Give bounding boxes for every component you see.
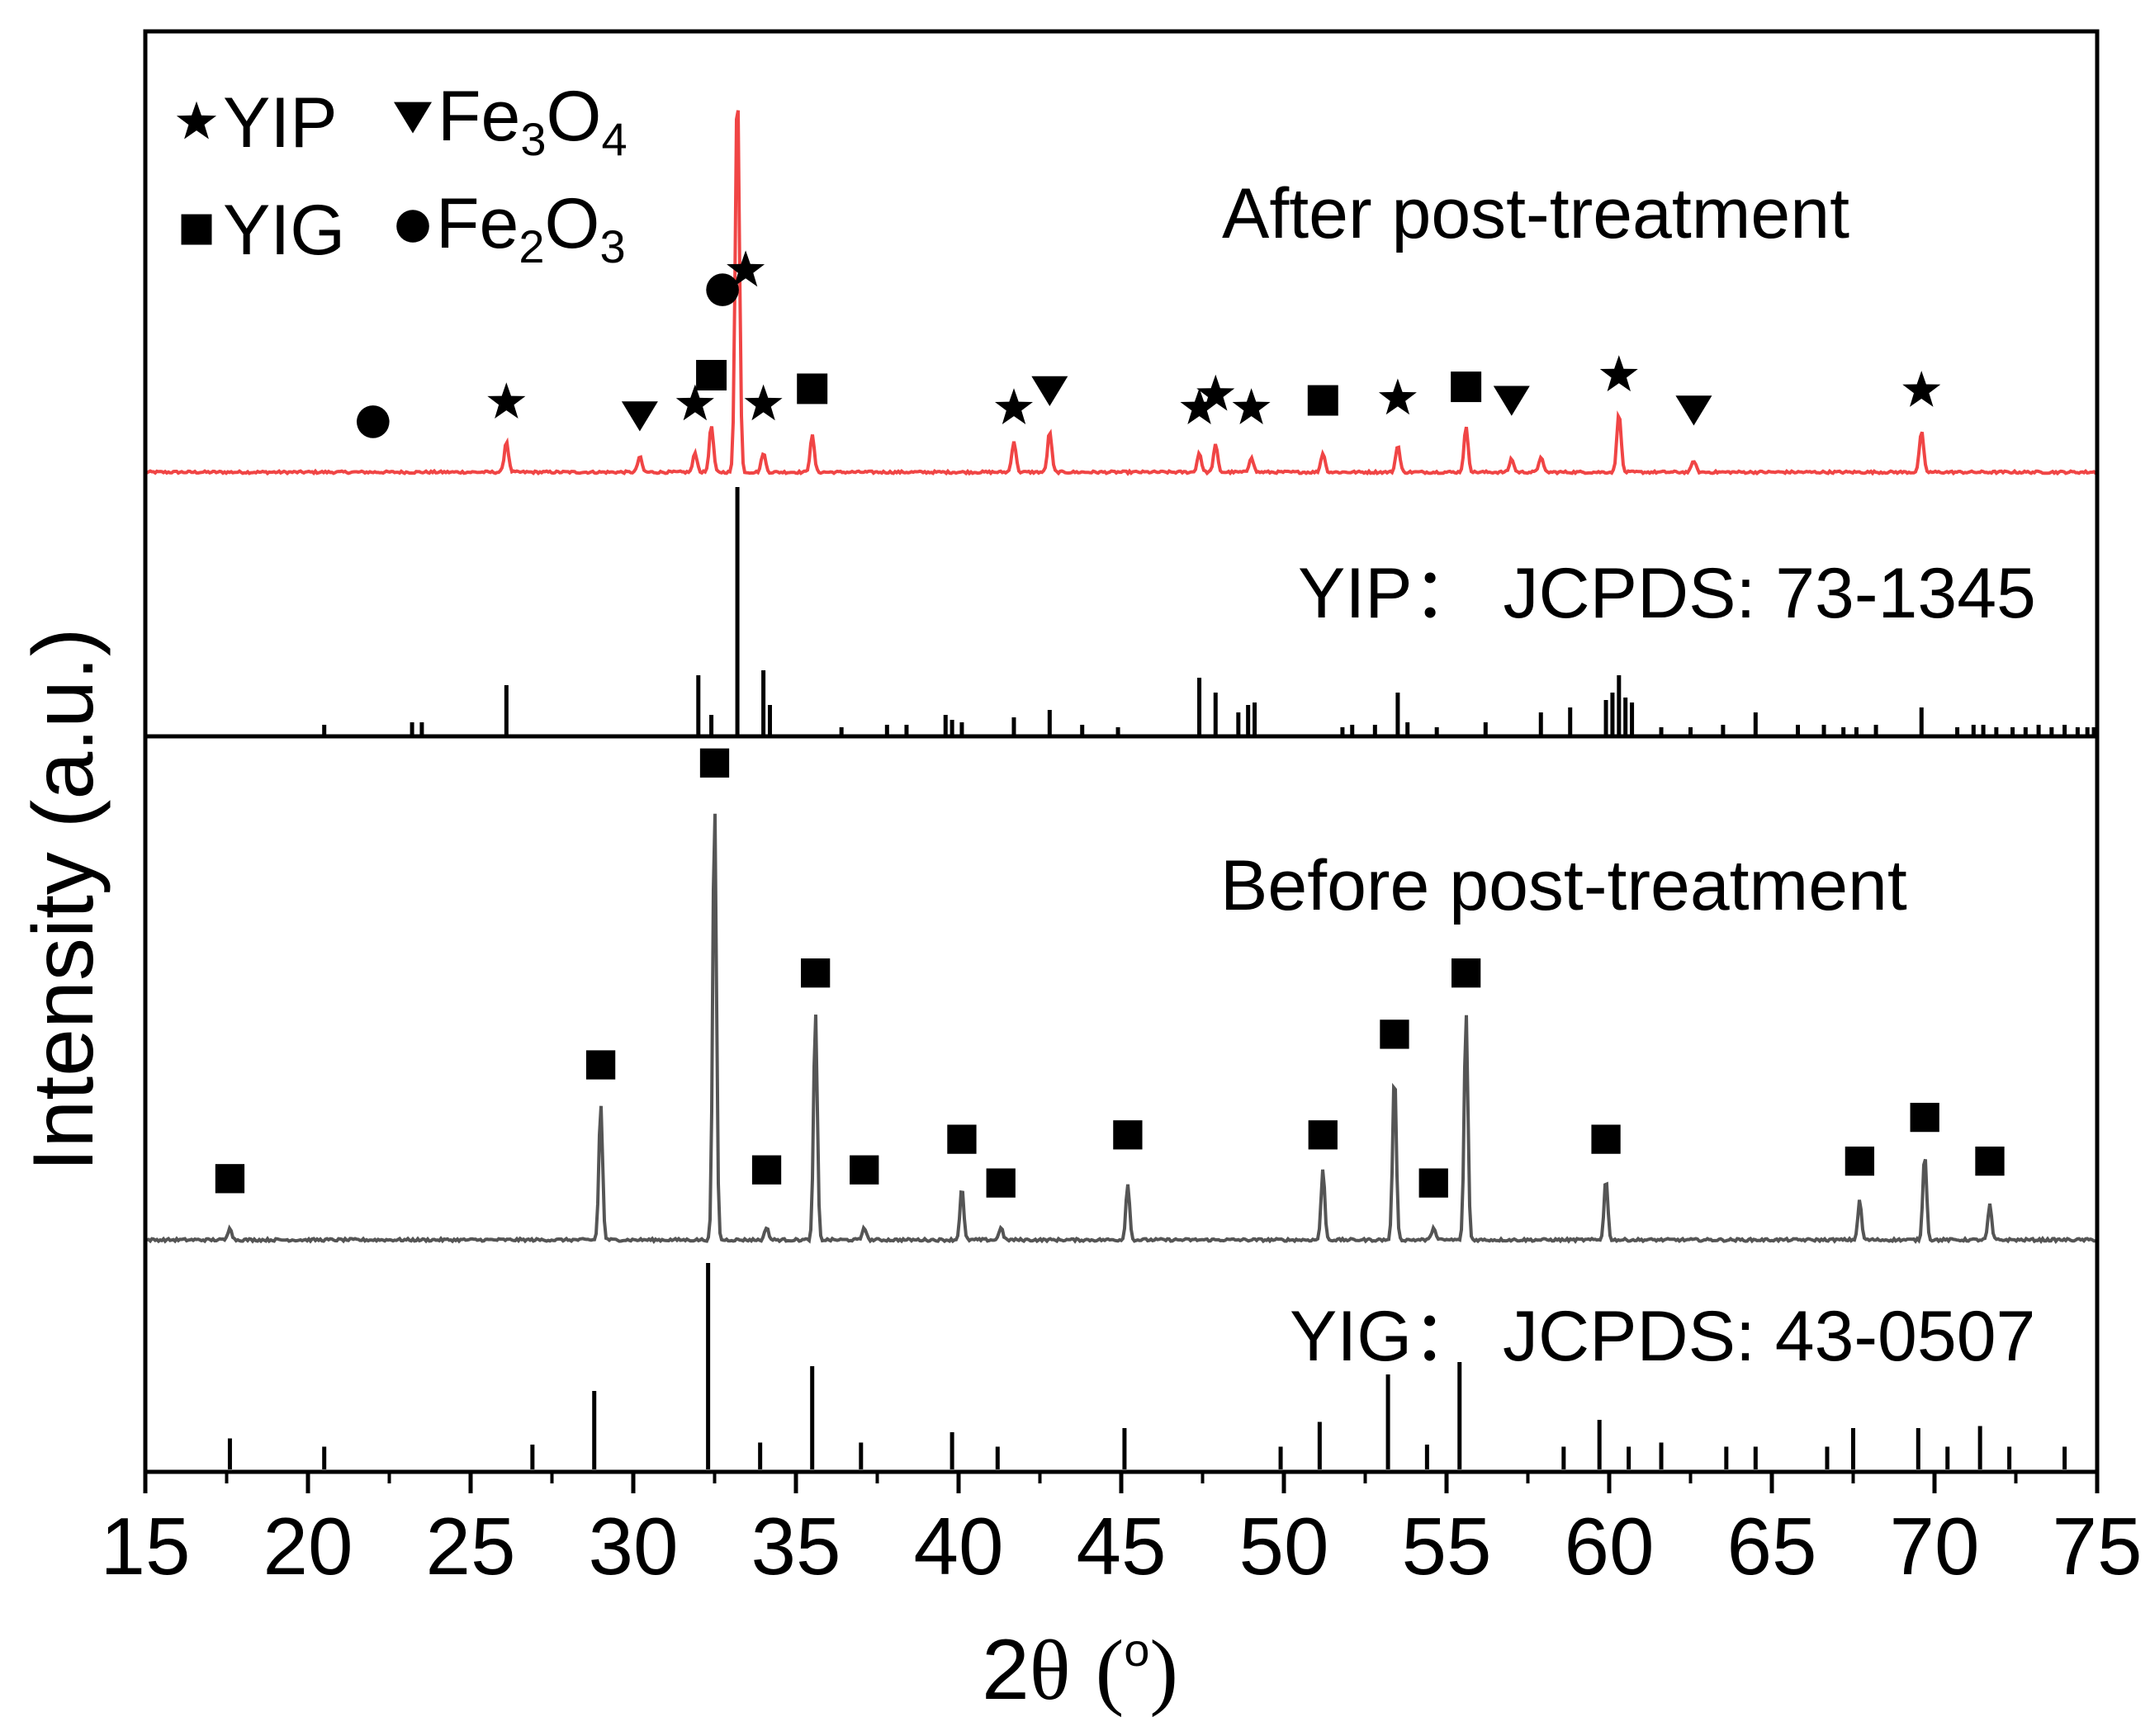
after-marker-square-icon	[1307, 385, 1338, 416]
after-marker-star-icon	[1378, 378, 1417, 415]
after-marker-star-icon	[675, 384, 714, 421]
x-tick-label: 20	[263, 1501, 353, 1592]
x-tick-label: 65	[1726, 1501, 1816, 1592]
x-tick-label: 55	[1401, 1501, 1491, 1592]
before-marker-square-icon	[1308, 1120, 1338, 1150]
legend-label-fe2o3: Fe2O3	[436, 184, 626, 272]
legend-star-icon	[176, 101, 217, 140]
after-marker-star-icon	[1196, 374, 1235, 411]
after-marker-square-icon	[797, 373, 828, 404]
before-pattern-line	[144, 813, 2099, 1244]
x-tick-label: 75	[2052, 1501, 2142, 1592]
before-marker-square-icon	[1380, 1019, 1409, 1049]
before-marker-square-icon	[1418, 1168, 1448, 1198]
before-marker-square-icon	[751, 1155, 782, 1185]
before-label: Before post-treatment	[1220, 846, 1907, 925]
before-marker-square-icon	[850, 1155, 879, 1185]
after-marker-square-icon	[696, 360, 727, 390]
x-tick-label: 30	[588, 1501, 678, 1592]
before-marker-square-icon	[947, 1124, 977, 1154]
yip-reference-label: YIP： JCPDS: 73-1345	[1298, 554, 2036, 633]
before-marker-square-icon	[699, 748, 730, 778]
before-marker-square-icon	[1975, 1146, 2005, 1176]
legend-square-icon	[181, 214, 212, 245]
legend-label-fe3o4: Fe3O4	[438, 77, 627, 165]
x-tick-label: 15	[100, 1501, 190, 1592]
before-marker-square-icon	[1845, 1146, 1875, 1176]
after-marker-tri-icon	[1493, 386, 1530, 416]
x-tick-label: 60	[1564, 1501, 1654, 1592]
after-pattern-line	[144, 110, 2098, 476]
axes: 15 20 25 30 35 40 45 50 55 60 65 70 75	[100, 29, 2143, 1592]
legend-label-yip: YIP	[223, 83, 338, 163]
x-tick-label: 40	[913, 1501, 1003, 1592]
after-marker-star-icon	[1232, 388, 1271, 424]
after-marker-tri-icon	[621, 401, 658, 432]
before-marker-square-icon	[1451, 958, 1481, 988]
legend-symbols	[176, 101, 432, 245]
x-axis-title: 2θ (o)	[982, 1622, 1178, 1718]
before-panel	[144, 813, 2099, 1244]
after-marker-star-icon	[1180, 388, 1219, 424]
after-panel	[144, 110, 2098, 476]
after-marker-star-icon	[744, 384, 783, 421]
after-marker-star-icon	[1599, 355, 1638, 392]
x-tick-label: 25	[425, 1501, 515, 1592]
after-label: After post-treatment	[1222, 174, 1849, 253]
before-marker-square-icon	[215, 1164, 245, 1194]
legend-triangle-down-icon	[394, 102, 432, 134]
legend-label-yig: YIG	[223, 191, 345, 270]
before-marker-square-icon	[986, 1168, 1016, 1198]
before-marker-square-icon	[1591, 1124, 1621, 1154]
before-marker-square-icon	[801, 958, 831, 988]
legend: YIP Fe3O4 YIG Fe2O3	[176, 77, 627, 272]
before-marker-square-icon	[585, 1050, 616, 1080]
x-tick-label: 45	[1076, 1501, 1166, 1592]
yig-reference-label: YIG： JCPDS: 43-0507	[1290, 1297, 2035, 1376]
after-marker-star-icon	[727, 250, 765, 287]
yip-reference-panel	[322, 487, 2096, 735]
before-marker-square-icon	[1113, 1120, 1143, 1150]
before-marker-square-icon	[1910, 1102, 1939, 1133]
y-axis-title: Intensity (a.u.)	[16, 628, 111, 1172]
after-marker-square-icon	[1451, 371, 1482, 403]
legend-circle-icon	[396, 210, 429, 243]
after-marker-tri-icon	[1031, 376, 1068, 406]
after-marker-circle-icon	[706, 273, 739, 306]
x-tick-label: 50	[1238, 1501, 1328, 1592]
after-marker-circle-icon	[357, 405, 390, 438]
phase-markers	[215, 250, 2005, 1198]
x-tick-label: 35	[751, 1501, 841, 1592]
after-marker-tri-icon	[1675, 395, 1712, 426]
yig-reference-panel	[227, 1263, 2067, 1469]
after-marker-star-icon	[1902, 371, 1941, 407]
x-tick-label: 70	[1889, 1501, 1979, 1592]
after-marker-star-icon	[487, 382, 526, 419]
after-marker-star-icon	[995, 388, 1033, 424]
